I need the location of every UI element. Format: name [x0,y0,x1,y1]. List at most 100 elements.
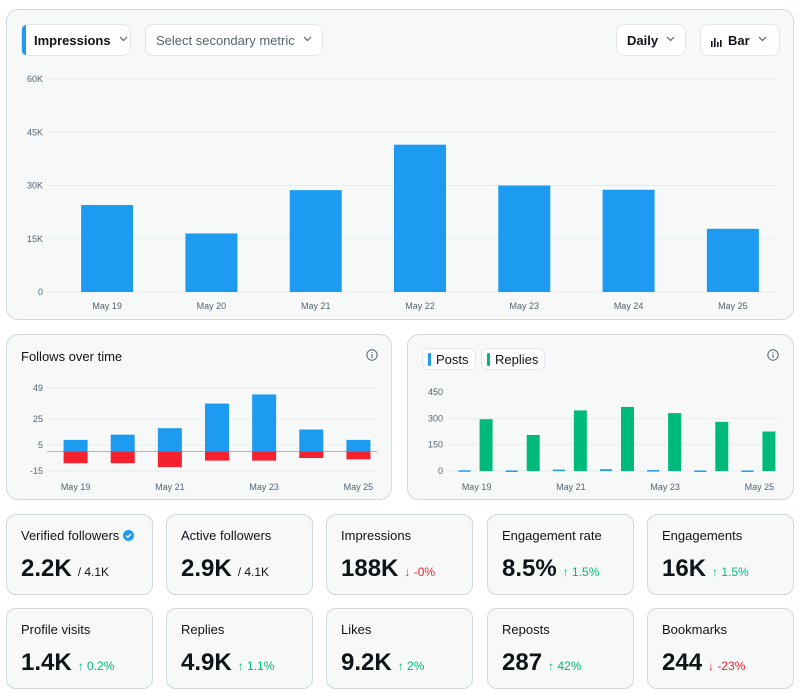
stat-value-row: 4.9K ↑ 1.1% [181,649,274,677]
stat-delta: ↓ -0% [404,565,436,579]
follows-chart-title: Follows over time [21,349,123,364]
replies-bar [668,413,682,471]
stat-value: 1.4K [21,649,72,676]
impressions-bar [185,233,238,292]
impressions-bar [394,144,446,292]
stat-label-text: Active followers [181,528,272,543]
y-tick-label: 49 [33,383,43,393]
chevron-down-icon [758,36,767,44]
legend-replies[interactable]: Replies [481,348,546,370]
y-tick-label: 450 [428,387,443,397]
stat-label: Replies [181,622,224,637]
stat-label: Likes [341,622,371,637]
info-icon[interactable] [366,349,378,361]
stat-label-text: Engagements [662,528,743,543]
stat-tile-verified-followers[interactable]: Verified followers 2.2K / 4.1K [6,514,153,595]
follows-bar [63,439,88,452]
stat-tile-likes[interactable]: Likes 9.2K ↑ 2% [326,608,473,689]
x-tick-label: May 23 [510,301,540,311]
y-tick-label: 0 [38,287,43,297]
stat-value-row: 8.5% ↑ 1.5% [502,555,599,583]
stat-value: 287 [502,649,543,676]
stat-value: 4.9K [181,649,232,676]
stat-tile-active-followers[interactable]: Active followers 2.9K / 4.1K [166,514,313,595]
x-tick-label: May 19 [462,482,492,492]
period-dropdown[interactable]: Daily [616,24,686,56]
x-tick-label: May 25 [745,482,775,492]
unfollows-bar [252,451,277,461]
stat-tile-engagement-rate[interactable]: Engagement rate 8.5% ↑ 1.5% [487,514,634,595]
follows-bar [205,403,229,452]
stat-label-text: Likes [341,622,372,637]
posts-bar [552,469,565,472]
info-icon[interactable] [767,349,779,361]
stat-total: / 4.1K [237,565,270,579]
stat-label-text: Bookmarks [662,622,728,637]
stat-label-text: Profile visits [21,622,91,637]
stat-tile-replies[interactable]: Replies 4.9K ↑ 1.1% [166,608,313,689]
stat-delta: ↑ 0.2% [77,659,115,673]
follows-bar [157,428,182,452]
unfollows-bar [63,451,88,464]
primary-metric-dropdown[interactable]: Impressions [21,24,131,56]
stat-value: 8.5% [502,555,557,582]
stat-delta: ↓ -23% [708,659,746,673]
period-label: Daily [627,32,659,48]
stat-label-text: Replies [181,622,225,637]
follows-bar [252,394,277,452]
follows-bar-chart: 49 25 5 -15 May 19 May 21 May 23 May 25 [30,383,377,492]
stat-delta: ↑ 1.5% [562,565,600,579]
stat-value: 188K [341,555,399,582]
follows-over-time-card: Follows over time 49 25 5 -15 May 19 May 21 Ma… [6,334,392,500]
stat-label: Reposts [502,622,550,637]
stat-value-row: 188K ↓ -0% [341,555,435,583]
impressions-bar [706,228,759,292]
stat-tile-bookmarks[interactable]: Bookmarks 244 ↓ -23% [647,608,794,689]
stat-tile-engagements[interactable]: Engagements 16K ↑ 1.5% [647,514,794,595]
stat-value: 2.2K [21,555,72,582]
stat-tile-reposts[interactable]: Reposts 287 ↑ 42% [487,608,634,689]
unfollows-bar [346,451,371,460]
stat-label: Engagement rate [502,528,602,543]
impressions-bar [602,189,655,292]
stat-delta: ↑ 1.5% [712,565,749,579]
y-tick-label: 150 [428,440,443,450]
bar-chart-icon [711,35,722,47]
stat-value: 2.9K [181,555,232,582]
secondary-metric-dropdown[interactable]: Select secondary metric [145,24,323,56]
follows-bar [299,429,324,452]
posts-bar [505,470,518,472]
stat-label-text: Reposts [502,622,550,637]
legend-posts[interactable]: Posts [422,348,476,370]
x-tick-label: May 21 [301,301,331,311]
x-tick-label: May 25 [344,482,374,492]
stat-label-text: Impressions [341,528,412,543]
stat-label: Active followers [181,528,271,543]
chart-type-dropdown[interactable]: Bar [700,24,780,56]
x-tick-label: May 23 [249,482,279,492]
x-tick-label: May 19 [61,482,91,492]
y-tick-label: 60K [27,74,43,84]
replies-bar [573,410,587,471]
x-tick-label: May 20 [197,301,227,311]
unfollows-bar [205,451,229,461]
y-tick-label: 25 [33,414,43,424]
posts-bar [600,469,612,471]
chevron-down-icon [666,36,675,44]
posts-bar [647,470,660,472]
stat-label: Engagements [662,528,742,543]
unfollows-bar [110,451,135,464]
stat-delta: ↑ 1.1% [237,659,275,673]
replies-swatch [487,352,490,366]
stat-tile-impressions[interactable]: Impressions 188K ↓ -0% [326,514,473,595]
replies-bar [762,431,776,471]
follows-bar [346,439,371,452]
impressions-bar [498,185,551,292]
replies-bar [479,419,493,471]
stat-total: / 4.1K [77,565,110,579]
stat-label: Profile visits [21,622,90,637]
stat-label-text: Verified followers [21,528,120,543]
stat-tile-profile-visits[interactable]: Profile visits 1.4K ↑ 0.2% [6,608,153,689]
x-tick-label: May 21 [556,482,586,492]
replies-bar [621,406,634,471]
